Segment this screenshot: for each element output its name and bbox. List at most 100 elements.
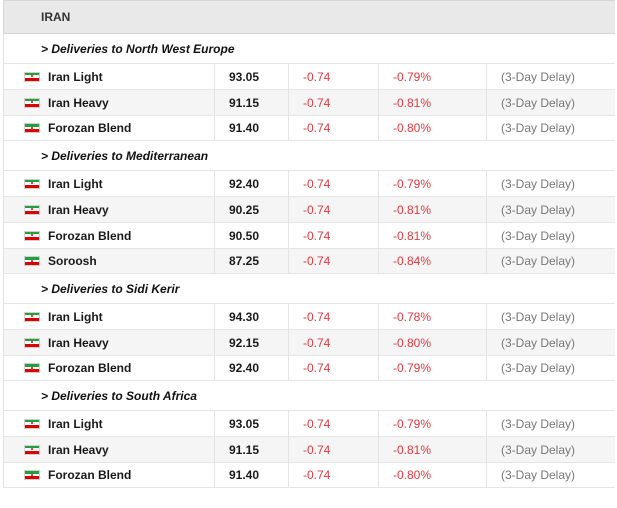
table-body: > Deliveries to North West Europe Iran Li… [3, 34, 615, 488]
change-percent-cell: -0.81% [378, 437, 486, 462]
price-cell: 93.05 [214, 64, 288, 89]
crude-name-cell[interactable]: Iran Heavy [4, 90, 214, 115]
iran-flag-icon [24, 178, 40, 189]
change-cell: -0.74 [288, 330, 378, 355]
section-heading[interactable]: > Deliveries to Sidi Kerir [3, 274, 615, 303]
iran-flag-icon [24, 337, 40, 348]
table-row[interactable]: Iran Light 92.40 -0.74 -0.79% (3-Day Delay) [3, 170, 615, 196]
delay-cell: (3-Day Delay) [486, 411, 615, 436]
section-rows: Iran Light 92.40 -0.74 -0.79% (3-Day Delay) I… [3, 170, 615, 274]
iran-flag-icon [24, 123, 40, 133]
iran-flag-icon [24, 311, 40, 322]
crude-name[interactable]: Iran Light [48, 309, 103, 324]
crude-name[interactable]: Forozan Blend [48, 468, 132, 482]
table-row[interactable]: Forozan Blend 91.40 -0.74 -0.80% (3-Day Dela… [3, 115, 615, 141]
price-cell: 92.15 [214, 330, 288, 355]
iran-flag-icon [24, 418, 40, 429]
table-row[interactable]: Soroosh 87.25 -0.74 -0.84% (3-Day Delay) [3, 248, 615, 274]
iran-flag-icon [24, 363, 40, 373]
change-cell: -0.74 [288, 197, 378, 222]
price-cell: 91.40 [214, 463, 288, 487]
iran-flag-icon [24, 230, 40, 241]
crude-name[interactable]: Forozan Blend [48, 228, 132, 243]
iran-flag-icon [24, 256, 40, 266]
crude-name[interactable]: Forozan Blend [48, 361, 132, 375]
table-row[interactable]: Iran Heavy 90.25 -0.74 -0.81% (3-Day Delay) [3, 196, 615, 222]
crude-name[interactable]: Soroosh [48, 254, 97, 268]
change-percent-cell: -0.79% [378, 411, 486, 436]
crude-name[interactable]: Iran Heavy [48, 202, 109, 217]
delay-cell: (3-Day Delay) [486, 171, 615, 196]
section-heading[interactable]: > Deliveries to Mediterranean [3, 141, 615, 170]
crude-name[interactable]: Iran Heavy [48, 442, 109, 457]
crude-name[interactable]: Iran Light [48, 176, 103, 191]
delay-cell: (3-Day Delay) [486, 304, 615, 329]
price-cell: 91.15 [214, 90, 288, 115]
table-row[interactable]: Forozan Blend 91.40 -0.74 -0.80% (3-Day Dela… [3, 462, 615, 488]
table-row[interactable]: Forozan Blend 90.50 -0.74 -0.81% (3-Day Dela… [3, 222, 615, 248]
table-row[interactable]: Iran Light 94.30 -0.74 -0.78% (3-Day Delay) [3, 303, 615, 329]
delay-cell: (3-Day Delay) [486, 249, 615, 273]
crude-name[interactable]: Iran Heavy [48, 335, 109, 350]
table-row[interactable]: Iran Light 93.05 -0.74 -0.79% (3-Day Delay) [3, 410, 615, 436]
iran-flag-icon [24, 444, 40, 455]
change-cell: -0.74 [288, 411, 378, 436]
change-cell: -0.74 [288, 249, 378, 273]
crude-name-cell[interactable]: Soroosh [4, 249, 214, 273]
change-cell: -0.74 [288, 304, 378, 329]
change-cell: -0.74 [288, 463, 378, 487]
crude-name[interactable]: Iran Heavy [48, 95, 109, 110]
crude-name-cell[interactable]: Forozan Blend [4, 223, 214, 248]
table-row[interactable]: Iran Heavy 91.15 -0.74 -0.81% (3-Day Delay) [3, 436, 615, 462]
table-row[interactable]: Forozan Blend 92.40 -0.74 -0.79% (3-Day Dela… [3, 355, 615, 381]
change-percent-cell: -0.81% [378, 90, 486, 115]
change-cell: -0.74 [288, 90, 378, 115]
change-percent-cell: -0.78% [378, 304, 486, 329]
change-percent-cell: -0.80% [378, 116, 486, 140]
table-title: IRAN [41, 10, 71, 24]
crude-name[interactable]: Iran Light [48, 416, 103, 431]
iran-flag-icon [24, 97, 40, 108]
iran-flag-icon [24, 470, 40, 480]
crude-name-cell[interactable]: Forozan Blend [4, 356, 214, 380]
table-row[interactable]: Iran Light 93.05 -0.74 -0.79% (3-Day Delay) [3, 63, 615, 89]
iran-flag-icon [24, 204, 40, 215]
crude-name-cell[interactable]: Forozan Blend [4, 463, 214, 487]
table-row[interactable]: Iran Heavy 91.15 -0.74 -0.81% (3-Day Delay) [3, 89, 615, 115]
price-cell: 91.40 [214, 116, 288, 140]
crude-name-cell[interactable]: Iran Light [4, 64, 214, 89]
change-cell: -0.74 [288, 437, 378, 462]
crude-name-cell[interactable]: Iran Heavy [4, 437, 214, 462]
change-percent-cell: -0.81% [378, 197, 486, 222]
delay-cell: (3-Day Delay) [486, 463, 615, 487]
delay-cell: (3-Day Delay) [486, 64, 615, 89]
table-row[interactable]: Iran Heavy 92.15 -0.74 -0.80% (3-Day Delay) [3, 329, 615, 355]
change-percent-cell: -0.79% [378, 171, 486, 196]
change-percent-cell: -0.80% [378, 463, 486, 487]
iran-flag-icon [24, 71, 40, 82]
crude-name-cell[interactable]: Iran Light [4, 171, 214, 196]
section-rows: Iran Light 94.30 -0.74 -0.78% (3-Day Delay) I… [3, 303, 615, 381]
delay-cell: (3-Day Delay) [486, 197, 615, 222]
change-cell: -0.74 [288, 356, 378, 380]
crude-name-cell[interactable]: Iran Light [4, 411, 214, 436]
price-table: IRAN > Deliveries to North West Europe Ir… [3, 0, 615, 488]
delay-cell: (3-Day Delay) [486, 356, 615, 380]
crude-name-cell[interactable]: Iran Heavy [4, 197, 214, 222]
section-heading[interactable]: > Deliveries to South Africa [3, 381, 615, 410]
price-cell: 87.25 [214, 249, 288, 273]
crude-name-cell[interactable]: Iran Light [4, 304, 214, 329]
crude-name-cell[interactable]: Forozan Blend [4, 116, 214, 140]
crude-name[interactable]: Forozan Blend [48, 121, 132, 135]
delay-cell: (3-Day Delay) [486, 116, 615, 140]
change-percent-cell: -0.79% [378, 356, 486, 380]
price-cell: 92.40 [214, 356, 288, 380]
crude-name-cell[interactable]: Iran Heavy [4, 330, 214, 355]
crude-name[interactable]: Iran Light [48, 69, 103, 84]
price-cell: 94.30 [214, 304, 288, 329]
change-cell: -0.74 [288, 223, 378, 248]
delay-cell: (3-Day Delay) [486, 437, 615, 462]
price-cell: 93.05 [214, 411, 288, 436]
change-percent-cell: -0.84% [378, 249, 486, 273]
section-heading[interactable]: > Deliveries to North West Europe [3, 34, 615, 63]
